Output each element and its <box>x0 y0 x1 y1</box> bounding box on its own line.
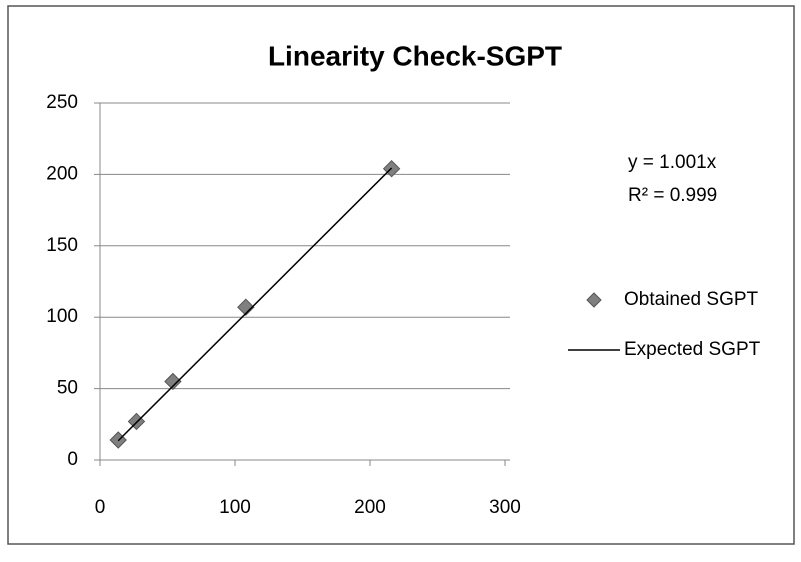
x-tick-label: 200 <box>354 497 386 518</box>
y-tick-label: 50 <box>57 378 78 399</box>
x-tick-label: 300 <box>489 497 521 518</box>
annotation: y = 1.001x <box>628 152 717 173</box>
annotation: R² = 0.999 <box>628 185 717 206</box>
y-tick-label: 250 <box>46 92 78 113</box>
point <box>237 298 255 316</box>
y-tick-label: 200 <box>46 163 78 184</box>
chart-frame <box>7 5 795 545</box>
line <box>117 167 393 442</box>
legend-swatch <box>586 292 602 308</box>
chart-title: Linearity Check-SGPT <box>268 40 562 71</box>
y-tick-label: 150 <box>46 235 78 256</box>
point <box>164 372 182 391</box>
y-tick-label: 0 <box>67 449 78 470</box>
y-tick-label: 100 <box>46 306 78 327</box>
point <box>127 412 146 431</box>
x-tick-label: 100 <box>219 497 251 518</box>
legend-label: Obtained SGPT <box>624 289 759 310</box>
x-tick-label: 0 <box>95 497 106 518</box>
legend-label: Expected SGPT <box>624 339 761 360</box>
